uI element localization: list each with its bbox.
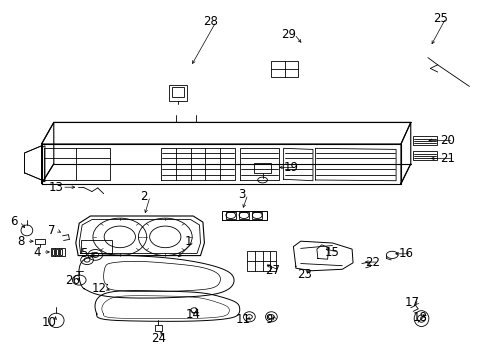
Text: 23: 23 [296, 268, 311, 281]
Text: 26: 26 [65, 274, 80, 287]
Bar [246, 251, 276, 271]
Text: 2: 2 [140, 190, 148, 203]
Bar [271, 61, 298, 77]
Bar [60, 249, 62, 255]
Bar [252, 212, 262, 219]
Text: 5: 5 [80, 247, 88, 260]
Bar [56, 249, 58, 255]
Text: 16: 16 [398, 247, 412, 260]
Text: 20: 20 [439, 134, 454, 147]
Text: 3: 3 [238, 188, 245, 201]
Text: 18: 18 [412, 311, 427, 324]
Bar [168, 85, 187, 101]
Text: 1: 1 [184, 235, 192, 248]
Bar [52, 249, 54, 255]
Bar [35, 239, 45, 244]
Text: 28: 28 [203, 15, 217, 28]
Text: 24: 24 [151, 332, 166, 345]
Text: 21: 21 [439, 152, 454, 165]
Text: 6: 6 [10, 215, 18, 228]
Text: 17: 17 [404, 296, 419, 309]
Text: 14: 14 [185, 309, 200, 321]
Text: 9: 9 [265, 313, 273, 326]
Bar [154, 325, 162, 331]
Bar [225, 212, 235, 219]
Bar [172, 87, 183, 97]
Text: 19: 19 [283, 161, 298, 174]
Text: 12: 12 [91, 282, 106, 294]
Bar [51, 248, 65, 256]
Bar [254, 163, 271, 173]
Text: 29: 29 [281, 28, 295, 41]
Text: 22: 22 [365, 256, 379, 269]
Text: 27: 27 [265, 264, 280, 276]
Text: 8: 8 [17, 235, 24, 248]
Text: 25: 25 [432, 12, 447, 24]
Bar [239, 212, 248, 219]
Bar [412, 151, 436, 160]
Bar [412, 136, 436, 145]
Text: 15: 15 [325, 246, 339, 258]
Text: 7: 7 [47, 224, 55, 237]
Bar [81, 240, 112, 253]
Text: 11: 11 [235, 313, 250, 326]
Text: 10: 10 [41, 316, 56, 329]
Text: 13: 13 [49, 181, 63, 194]
Text: 4: 4 [33, 246, 41, 258]
